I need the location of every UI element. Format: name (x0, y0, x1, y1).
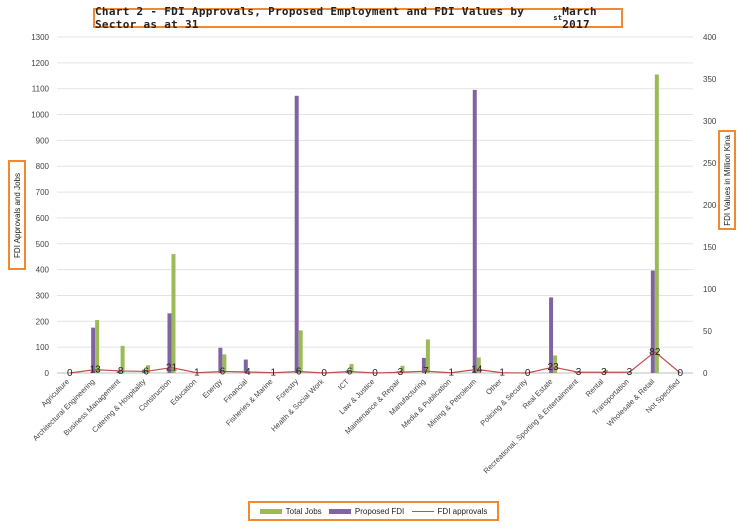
y-tick-right: 150 (703, 243, 717, 252)
legend-label-proposed-fdi: Proposed FDI (354, 506, 405, 516)
y-tick-right: 350 (703, 75, 717, 84)
data-label-fdi-approvals: 3 (398, 367, 404, 378)
bar-proposed-fdi (116, 371, 121, 373)
bar-proposed-fdi (294, 95, 299, 374)
y-tick-left: 600 (36, 214, 50, 223)
bar-proposed-fdi (549, 297, 554, 373)
data-label-fdi-approvals: 7 (423, 366, 429, 377)
data-label-fdi-approvals: 1 (194, 368, 200, 379)
chart-title-suffix: March 2017 (562, 5, 597, 31)
data-label-fdi-approvals: 1 (449, 368, 455, 379)
y-tick-left: 900 (36, 136, 50, 145)
y-tick-left: 1100 (32, 85, 50, 94)
bar-total-jobs (603, 369, 608, 373)
y-tick-right: 300 (703, 117, 717, 126)
data-label-fdi-approvals: 3 (576, 367, 582, 378)
bar-total-jobs (349, 363, 354, 373)
bar-proposed-fdi (218, 347, 223, 373)
bar-total-jobs (171, 254, 176, 373)
legend-swatch-proposed-fdi (328, 508, 351, 514)
data-label-fdi-approvals: 0 (67, 368, 73, 379)
data-label-fdi-approvals: 1 (270, 368, 276, 379)
y-tick-left: 400 (36, 266, 50, 275)
bar-proposed-fdi (472, 89, 477, 374)
bar-proposed-fdi (650, 270, 655, 373)
y-tick-right: 50 (703, 327, 712, 336)
y-tick-left: 200 (36, 317, 50, 326)
x-tick-label: Other (484, 377, 504, 397)
bar-total-jobs (553, 355, 558, 373)
x-tick-label: Mining & Petroleum (426, 377, 479, 430)
y-tick-left: 800 (36, 162, 50, 171)
data-label-fdi-approvals: 23 (548, 362, 560, 373)
data-label-fdi-approvals: 0 (525, 368, 531, 379)
legend-label-fdi-approvals: FDI approvals (437, 506, 488, 516)
bar-total-jobs (476, 357, 481, 373)
data-label-fdi-approvals: 1 (499, 368, 505, 379)
y-tick-left: 1200 (31, 59, 49, 68)
data-label-fdi-approvals: 6 (220, 366, 226, 377)
x-tick-label: Education (168, 377, 198, 407)
data-label-fdi-approvals: 13 (90, 365, 102, 376)
legend-item-proposed-fdi: Proposed FDI (328, 506, 405, 516)
x-tick-label: ICT (336, 377, 351, 392)
x-tick-label: Energy (201, 377, 224, 400)
data-label-fdi-approvals: 82 (649, 347, 661, 358)
x-tick-label: Recreational, Sporting & Entertainment (482, 376, 581, 475)
bar-proposed-fdi (243, 359, 248, 373)
x-tick-label: Rental (584, 377, 606, 399)
bar-total-jobs (146, 365, 151, 373)
chart-title-sup: st (553, 14, 563, 22)
legend-label-total-jobs: Total Jobs (285, 506, 322, 516)
y-tick-left: 500 (36, 240, 50, 249)
bar-total-jobs (400, 365, 405, 373)
data-label-fdi-approvals: 4 (245, 367, 251, 378)
data-label-fdi-approvals: 0 (321, 368, 327, 379)
y-tick-right: 400 (703, 33, 717, 42)
y-tick-left: 300 (36, 291, 50, 300)
data-label-fdi-approvals: 0 (677, 368, 683, 379)
legend: Total Jobs Proposed FDI FDI approvals (248, 501, 499, 521)
y-tick-right: 0 (703, 369, 708, 378)
x-tick-label: Fisheries & Marine (224, 377, 275, 428)
data-label-fdi-approvals: 21 (166, 363, 178, 374)
bar-total-jobs (654, 74, 659, 373)
bar-total-jobs (95, 320, 100, 373)
data-label-fdi-approvals: 6 (143, 366, 149, 377)
legend-swatch-fdi-approvals (411, 510, 434, 512)
chart-title-text: Chart 2 - FDI Approvals, Proposed Employ… (95, 5, 525, 31)
data-label-fdi-approvals: 0 (372, 368, 378, 379)
data-label-fdi-approvals: 6 (347, 366, 353, 377)
legend-item-total-jobs: Total Jobs (259, 506, 322, 516)
y-tick-right: 100 (703, 285, 717, 294)
data-label-fdi-approvals: 3 (627, 367, 633, 378)
y-axis-label-right: FDI Values in Million Kina (718, 130, 736, 230)
y-tick-right: 200 (703, 201, 717, 210)
y-axis-label-left: FDI Approvals and Jobs (8, 160, 26, 270)
legend-swatch-total-jobs (259, 508, 282, 514)
line-fdi-approvals (69, 351, 681, 374)
bar-proposed-fdi (167, 313, 172, 373)
y-tick-left: 0 (45, 369, 50, 378)
y-tick-right: 250 (703, 159, 717, 168)
bar-total-jobs (298, 330, 303, 373)
bar-total-jobs (120, 345, 125, 373)
data-label-fdi-approvals: 3 (601, 367, 607, 378)
bar-proposed-fdi (421, 357, 426, 373)
data-label-fdi-approvals: 8 (118, 366, 124, 377)
data-label-fdi-approvals: 14 (471, 364, 483, 375)
legend-item-fdi-approvals: FDI approvals (411, 506, 488, 516)
bar-total-jobs (425, 339, 430, 373)
y-tick-left: 1000 (31, 111, 49, 120)
bar-proposed-fdi (91, 327, 96, 373)
bar-total-jobs (222, 354, 227, 373)
data-label-fdi-approvals: 6 (296, 366, 302, 377)
y-tick-left: 1300 (31, 33, 49, 42)
chart-title: Chart 2 - FDI Approvals, Proposed Employ… (93, 5, 623, 31)
y-tick-left: 100 (36, 343, 50, 352)
y-tick-left: 700 (36, 188, 50, 197)
